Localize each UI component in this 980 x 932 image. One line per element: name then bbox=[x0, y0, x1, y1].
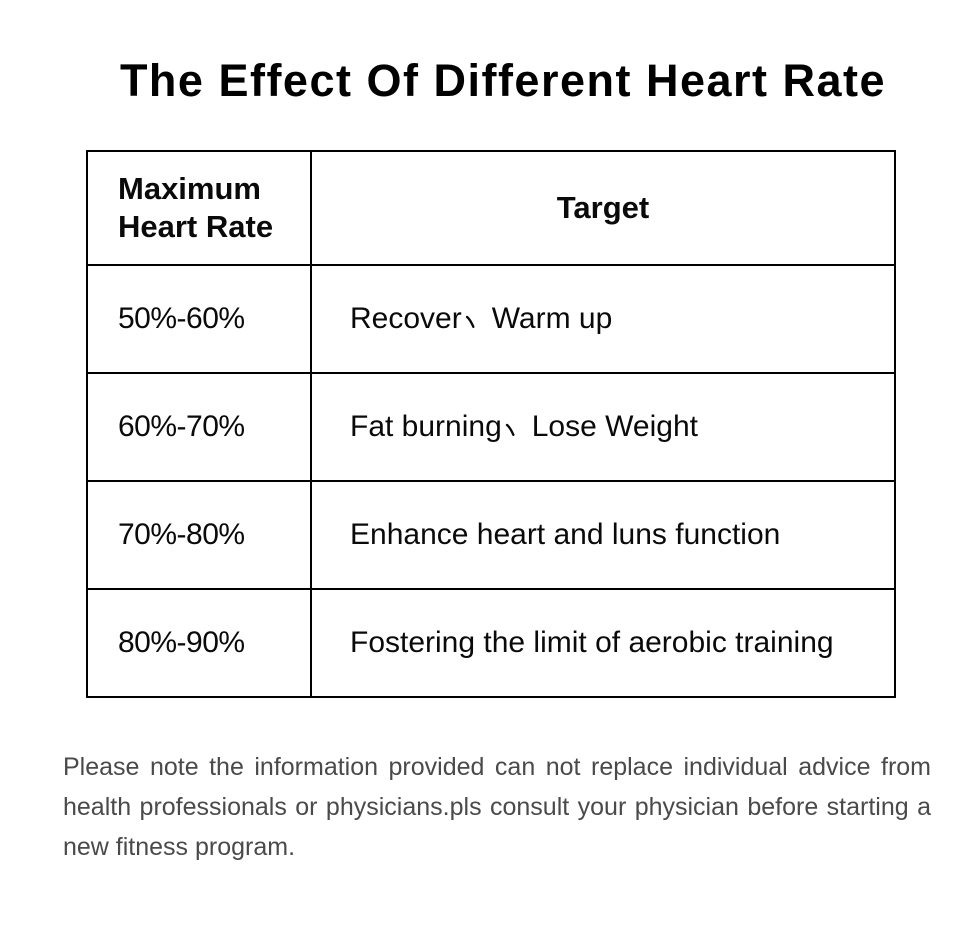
table-row: 70%-80% Enhance heart and luns function bbox=[86, 480, 896, 590]
heart-rate-table: Maximum Heart Rate Target 50%-60% Recover… bbox=[86, 150, 896, 698]
target-cell: Enhance heart and luns function bbox=[310, 480, 896, 590]
max-heart-rate-cell: 70%-80% bbox=[86, 480, 312, 590]
table-body: 50%-60% Recover Warm up 60%-70% Fat burning L… bbox=[86, 264, 896, 698]
ideographic-comma-icon bbox=[504, 423, 516, 437]
table-row: 60%-70% Fat burning Lose Weight bbox=[86, 372, 896, 482]
disclaimer-line-1: Please note the information provided can… bbox=[63, 753, 931, 781]
disclaimer-line-2: health professionals or physicians.pls c… bbox=[63, 793, 931, 821]
table-header: Maximum Heart Rate Target bbox=[86, 150, 896, 266]
max-heart-rate-cell: 50%-60% bbox=[86, 264, 312, 374]
column-header-maximum-heart-rate: Maximum Heart Rate bbox=[86, 150, 312, 266]
max-heart-rate-cell: 80%-90% bbox=[86, 588, 312, 698]
table-row: 80%-90% Fostering the limit of aerobic tr… bbox=[86, 588, 896, 698]
page-title: The Effect Of Different Heart Rate bbox=[119, 55, 887, 106]
table-header-row: Maximum Heart Rate Target bbox=[86, 150, 896, 266]
target-cell: Fostering the limit of aerobic training bbox=[310, 588, 896, 698]
ideographic-comma-icon bbox=[464, 315, 476, 329]
table-row: 50%-60% Recover Warm up bbox=[86, 264, 896, 374]
target-cell: Fat burning Lose Weight bbox=[310, 372, 896, 482]
disclaimer-note: Please note the information provided can… bbox=[63, 747, 931, 867]
disclaimer-line-3: new fitness program. bbox=[63, 833, 296, 861]
target-cell: Recover Warm up bbox=[310, 264, 896, 374]
max-heart-rate-cell: 60%-70% bbox=[86, 372, 312, 482]
column-header-target: Target bbox=[310, 150, 896, 266]
